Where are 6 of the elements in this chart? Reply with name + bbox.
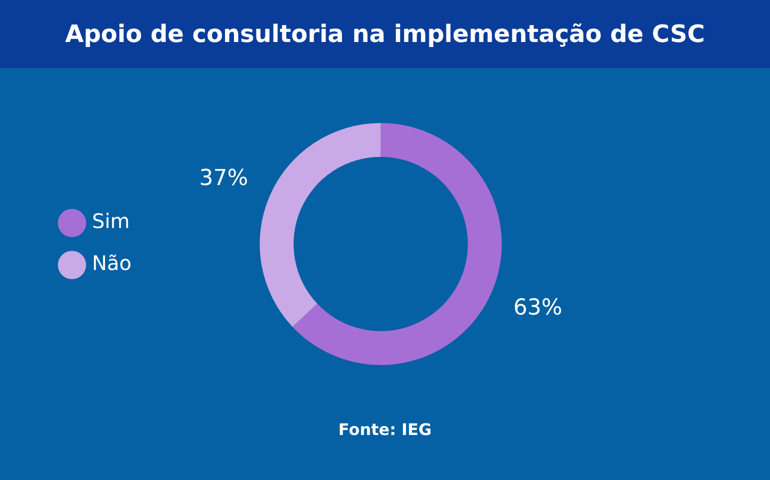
legend-label: Sim (92, 209, 130, 234)
legend-label: Não (92, 251, 132, 276)
data-label: 37% (199, 166, 248, 191)
chart-title: Apoio de consultoria na implementação de CSC (0, 0, 770, 68)
source-note: Fonte: IEG (337, 420, 433, 439)
data-label: 63% (513, 295, 562, 320)
